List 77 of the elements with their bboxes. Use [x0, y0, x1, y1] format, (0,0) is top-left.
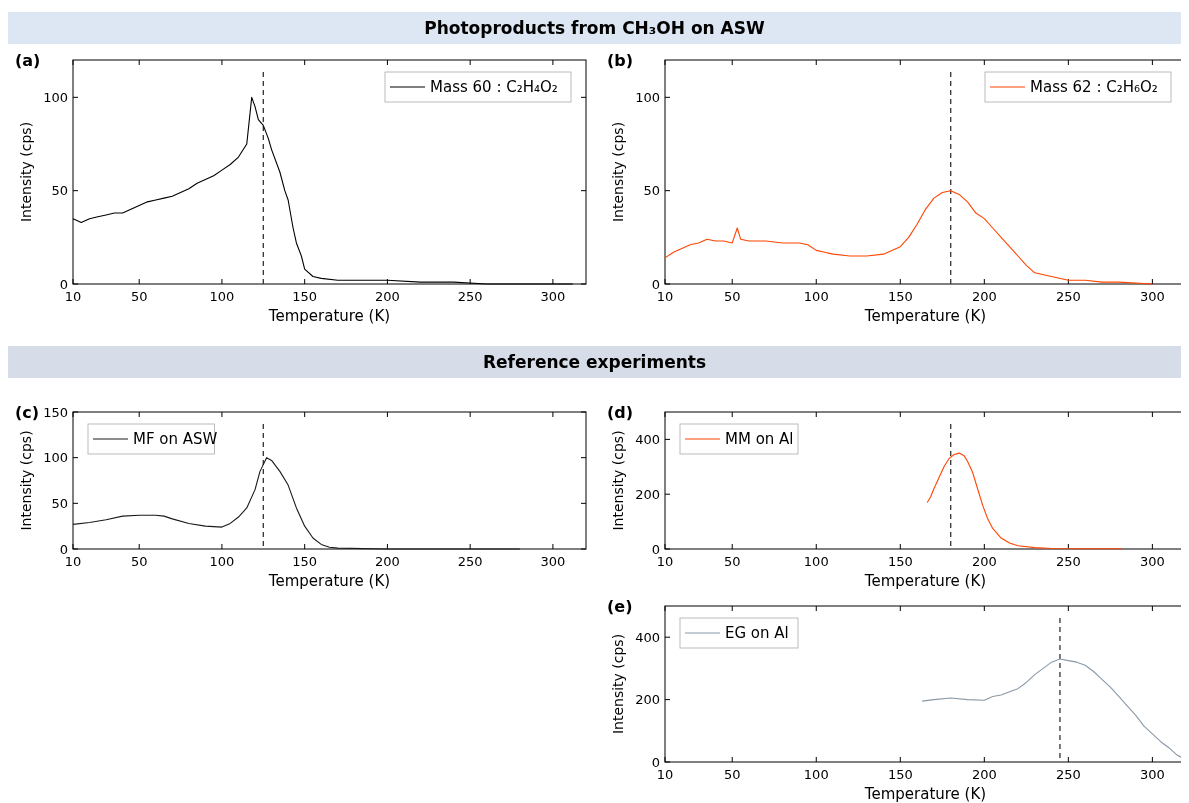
x-tick-label: 250: [1055, 554, 1081, 569]
legend-label: Mass 62 : C₂H₆O₂: [1030, 78, 1158, 96]
x-axis-title: Temperature (K): [267, 307, 391, 325]
x-tick-label: 100: [803, 554, 829, 569]
y-tick-label: 50: [51, 495, 68, 511]
x-tick-label: 250: [457, 289, 483, 304]
x-axis-title: Temperature (K): [863, 572, 987, 590]
x-tick-label: 150: [887, 554, 913, 569]
x-tick-label: 200: [375, 289, 400, 304]
y-axis-title: Intensity (cps): [610, 121, 626, 223]
legend-label: Mass 60 : C₂H₄O₂: [430, 78, 558, 96]
text: (d): [607, 403, 634, 422]
x-tick-label: 200: [971, 767, 997, 782]
x-tick-label: 300: [540, 289, 566, 304]
legend-label: MM on Al: [725, 430, 794, 448]
line-series: [926, 452, 1123, 550]
y-axis-title: Intensity (cps): [610, 430, 626, 531]
x-tick-label: 100: [803, 767, 829, 782]
x-tick-label: 50: [723, 767, 741, 782]
y-axis-title: Intensity (cps): [18, 121, 34, 223]
text: (a): [15, 51, 41, 70]
legend-label: EG on Al: [725, 624, 789, 642]
y-tick-label: 100: [43, 89, 68, 105]
x-tick-label: 50: [130, 554, 148, 569]
text: (b): [607, 51, 634, 70]
y-tick-label: 200: [635, 486, 660, 502]
x-tick-label: 300: [1139, 289, 1165, 304]
x-tick-label: 50: [723, 554, 741, 569]
y-tick-label: 400: [635, 629, 660, 645]
y-tick-label: 0: [651, 541, 660, 557]
line-series: [72, 457, 521, 550]
y-tick-label: 50: [643, 183, 660, 199]
x-tick-label: 300: [1139, 554, 1165, 569]
y-tick-label: 100: [635, 89, 660, 105]
x-tick-label: 150: [292, 289, 318, 304]
x-tick-label: 10: [64, 554, 82, 569]
x-axis-title: Temperature (K): [267, 572, 391, 590]
x-tick-label: 150: [292, 554, 318, 569]
y-tick-label: 150: [43, 404, 68, 420]
text: (e): [607, 597, 633, 616]
x-tick-label: 250: [1055, 767, 1081, 782]
x-tick-label: 100: [803, 289, 829, 304]
x-tick-label: 10: [656, 767, 674, 782]
y-tick-label: 200: [635, 692, 660, 708]
x-tick-label: 100: [209, 289, 235, 304]
y-tick-label: 100: [43, 450, 68, 466]
x-axis-title: Temperature (K): [863, 307, 987, 325]
x-axis-title: Temperature (K): [863, 785, 987, 803]
x-tick-label: 10: [656, 554, 674, 569]
line-series: [921, 658, 1181, 759]
line-series: [664, 190, 1153, 285]
y-tick-label: 0: [59, 276, 68, 292]
x-tick-label: 50: [130, 289, 148, 304]
y-tick-label: 0: [651, 276, 660, 292]
x-tick-label: 150: [887, 767, 913, 782]
chart-title: Reference experiments: [482, 352, 707, 372]
y-tick-label: 0: [59, 541, 68, 557]
legend-label: MF on ASW: [133, 430, 218, 448]
x-tick-label: 50: [723, 289, 741, 304]
y-tick-label: 0: [651, 754, 660, 770]
x-tick-label: 10: [656, 289, 674, 304]
x-tick-label: 100: [209, 554, 235, 569]
x-tick-label: 250: [1055, 289, 1081, 304]
y-axis-title: Intensity (cps): [18, 430, 34, 531]
text: (c): [15, 403, 40, 422]
x-tick-label: 200: [971, 554, 997, 569]
x-tick-label: 200: [971, 289, 997, 304]
chart-title: Photoproducts from CH₃OH on ASW: [424, 18, 765, 38]
x-tick-label: 300: [540, 554, 566, 569]
x-tick-label: 250: [457, 554, 483, 569]
x-tick-label: 150: [887, 289, 913, 304]
x-tick-label: 300: [1139, 767, 1165, 782]
y-axis-title: Intensity (cps): [610, 633, 626, 735]
y-tick-label: 50: [51, 183, 68, 199]
x-tick-label: 200: [375, 554, 400, 569]
y-tick-label: 400: [635, 431, 660, 447]
x-tick-label: 10: [64, 289, 82, 304]
